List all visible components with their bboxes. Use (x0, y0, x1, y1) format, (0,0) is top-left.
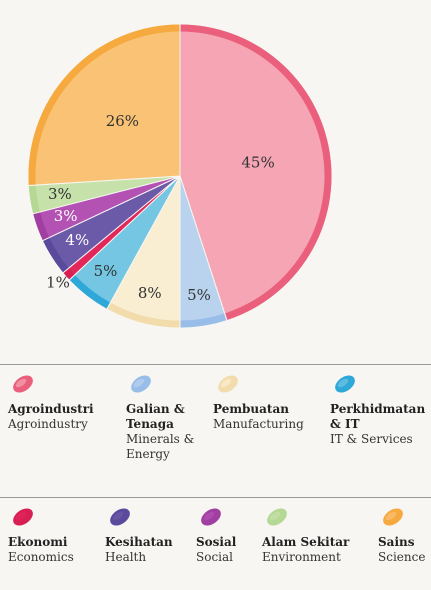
data-label: 5% (94, 262, 118, 280)
legend-label: Alam Sekitar (262, 535, 350, 549)
legend-translation: Minerals & Energy (126, 432, 195, 461)
legend-icon (335, 375, 355, 393)
separator (0, 497, 431, 498)
legend-swatch-shine (15, 511, 27, 521)
legend-translation: Agroindustry (8, 417, 88, 431)
legend-translation: IT & Services (330, 432, 413, 446)
legend-entry: Sosial Social (196, 535, 258, 565)
legend-translation: Social (196, 550, 233, 564)
slice-rim (28, 185, 40, 214)
legend-swatch-shine (112, 511, 124, 521)
data-label: 3% (48, 185, 72, 203)
legend-entry: Pembuatan Manufacturing (213, 402, 328, 432)
separator (0, 364, 431, 365)
slice-rim (63, 268, 75, 280)
legend-entry: Kesihatan Health (105, 535, 191, 565)
legend-swatch-shine (385, 511, 397, 521)
data-label: 1% (46, 274, 70, 292)
data-label: 5% (187, 286, 211, 304)
legend-icon (110, 508, 130, 526)
legend-icon (383, 508, 403, 526)
legend-translation: Environment (262, 550, 341, 564)
legend-label: Perkhidmatan & IT (330, 402, 426, 431)
legend-entry: Galian & Tenaga Minerals & Energy (126, 402, 210, 462)
legend-translation: Health (105, 550, 147, 564)
legend-label: Sosial (196, 535, 237, 549)
slice-rim (107, 302, 180, 328)
legend-translation: Economics (8, 550, 74, 564)
legend-label: Sains (378, 535, 415, 549)
slice-rim (33, 212, 50, 240)
slice-rim (69, 275, 110, 309)
data-label: 26% (106, 112, 139, 130)
legend-entry: Alam Sekitar Environment (262, 535, 374, 565)
legend-swatch-shine (220, 378, 232, 388)
data-label: 4% (65, 231, 89, 249)
legend-icon (218, 375, 238, 393)
legend-translation: Science (378, 550, 426, 564)
legend-label: Kesihatan (105, 535, 173, 549)
legend-swatch-shine (15, 378, 27, 388)
slice-rim (43, 237, 69, 273)
slice-rim (180, 313, 227, 328)
legend-entry: Agroindustri Agroindustry (8, 402, 118, 432)
pie-chart: 45% 5% 8% 5% 1% 4% 3% 3% 26% (27, 23, 333, 329)
slice-rim (180, 24, 332, 320)
pie-slice (27, 23, 181, 187)
legend-icon (13, 508, 33, 526)
legend-swatch-shine (203, 511, 215, 521)
data-label: 3% (54, 207, 78, 225)
legend-swatch-shine (337, 378, 349, 388)
pie-slice (179, 23, 333, 322)
legend-label: Pembuatan (213, 402, 289, 416)
legend-entry: Perkhidmatan & IT IT & Services (330, 402, 430, 447)
legend-icon (267, 508, 287, 526)
legend-swatch-shine (269, 511, 281, 521)
legend-icon (13, 375, 33, 393)
legend-label: Agroindustri (8, 402, 94, 416)
data-label: 8% (138, 284, 162, 302)
legend-label: Ekonomi (8, 535, 68, 549)
legend-entry: Sains Science (378, 535, 431, 565)
legend-icon (131, 375, 151, 393)
legend-translation: Manufacturing (213, 417, 304, 431)
slice-rim (28, 24, 180, 185)
legend-label: Galian & Tenaga (126, 402, 185, 431)
legend-swatch-shine (133, 378, 145, 388)
legend-entry: Ekonomi Economics (8, 535, 98, 565)
legend-icon (201, 508, 221, 526)
data-label: 45% (241, 154, 274, 172)
